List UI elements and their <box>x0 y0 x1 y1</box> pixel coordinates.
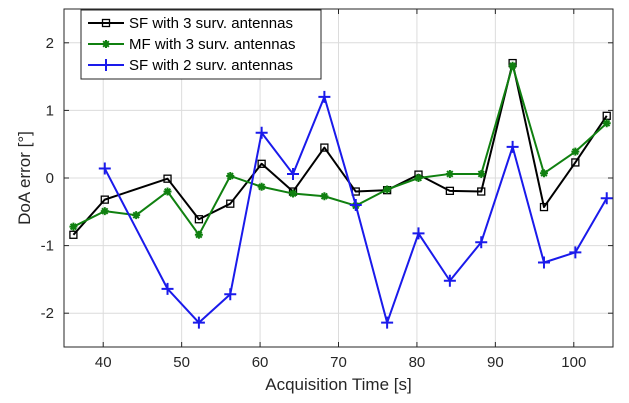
data-point-sf-2-0 <box>98 162 111 175</box>
legend-entry-sf-2: SF with 2 surv. antennas <box>88 57 293 74</box>
y-tick-label-2: 2 <box>46 35 54 52</box>
data-point-sf-3-0 <box>69 230 78 239</box>
series-sf-2 <box>98 90 613 329</box>
data-point-sf-3-5 <box>257 159 266 168</box>
x-tick-label-40: 40 <box>95 354 112 371</box>
series-line-sf-3 <box>72 62 608 236</box>
y-tick-label-neg1: -1 <box>41 238 54 255</box>
legend-marker-sf-3 <box>88 18 124 28</box>
data-point-mf-3-5-core <box>228 173 233 178</box>
data-point-mf-3-6-core <box>259 184 264 189</box>
data-point-sf-2-13 <box>537 256 550 269</box>
data-point-sf-2-8 <box>381 316 394 329</box>
data-point-sf-2-11 <box>475 236 488 249</box>
series-layer <box>69 58 613 329</box>
data-point-mf-3-0-core <box>71 224 76 229</box>
data-point-sf-3-1 <box>100 195 109 204</box>
data-point-sf-3-12 <box>477 187 486 196</box>
data-point-sf-2-7 <box>349 199 362 212</box>
y-tick-label-1: 1 <box>46 102 54 119</box>
data-point-mf-3-2-core <box>134 213 139 218</box>
y-tick-label-0: 0 <box>46 170 54 187</box>
x-tick-label-90: 90 <box>487 354 504 371</box>
data-point-mf-3-17-core <box>604 121 609 126</box>
legend-symbol-sf-3 <box>101 18 111 28</box>
x-tick-label-100: 100 <box>561 354 586 371</box>
data-point-sf-2-1 <box>161 282 174 295</box>
data-point-mf-3-10-core <box>385 187 390 192</box>
legend-symbol-sf-2 <box>100 59 112 71</box>
legend-label-mf-3: MF with 3 surv. antennas <box>129 36 295 53</box>
data-point-sf-3-4 <box>226 199 235 208</box>
data-point-mf-3-13-core <box>479 171 484 176</box>
data-point-mf-3-11-core <box>416 176 421 180</box>
data-point-mf-3-15-core <box>541 171 546 176</box>
data-point-sf-2-6 <box>318 90 331 103</box>
data-point-sf-2-10 <box>443 274 456 287</box>
series-line-mf-3 <box>72 64 608 236</box>
series-sf-3 <box>69 58 611 239</box>
data-point-mf-3-12-core <box>447 171 452 176</box>
data-point-sf-3-15 <box>571 158 580 167</box>
x-tick-label-70: 70 <box>330 354 347 371</box>
legend: SF with 3 surv. antennas MF with 3 surv.… <box>80 9 322 80</box>
legend-label-sf-3: SF with 3 surv. antennas <box>129 15 293 32</box>
data-point-sf-2-5 <box>287 167 300 180</box>
data-point-mf-3-14-core <box>510 63 515 68</box>
legend-marker-sf-2 <box>88 59 124 71</box>
y-tick-label-neg2: -2 <box>41 305 54 322</box>
x-tick-label-60: 60 <box>252 354 269 371</box>
data-point-mf-3-3-core <box>165 189 170 194</box>
data-point-mf-3-7-core <box>291 191 296 196</box>
data-point-sf-3-11 <box>445 186 455 195</box>
data-point-sf-2-15 <box>600 192 613 205</box>
data-point-sf-3-3 <box>194 215 204 224</box>
data-point-sf-2-14 <box>569 246 582 259</box>
data-point-sf-2-4 <box>255 126 268 139</box>
data-point-mf-3-4-core <box>196 232 201 237</box>
x-tick-label-50: 50 <box>173 354 190 371</box>
data-point-sf-2-2 <box>192 316 205 329</box>
data-point-sf-2-3 <box>224 288 237 301</box>
x-tick-label-80: 80 <box>409 354 426 371</box>
data-point-sf-2-12 <box>506 140 519 153</box>
y-axis-label: DoA error [°] <box>15 131 34 225</box>
legend-symbol-mf-3-core <box>104 42 108 46</box>
data-point-sf-2-9 <box>412 227 425 240</box>
tick-labels: 40 50 60 70 80 90 100 -2 -1 0 1 2 <box>41 9 613 371</box>
legend-marker-mf-3 <box>88 40 124 48</box>
data-point-mf-3-8-core <box>322 194 327 199</box>
data-point-sf-3-2 <box>163 174 172 183</box>
series-mf-3 <box>69 61 611 239</box>
x-axis-label: Acquisition Time [s] <box>265 375 411 394</box>
data-point-sf-3-14 <box>539 202 549 212</box>
legend-entry-mf-3: MF with 3 surv. antennas <box>88 36 295 53</box>
legend-label-sf-2: SF with 2 surv. antennas <box>129 57 293 74</box>
data-point-mf-3-16-core <box>573 149 578 154</box>
series-line-sf-2 <box>103 95 608 324</box>
legend-entry-sf-3: SF with 3 surv. antennas <box>88 15 293 32</box>
data-point-mf-3-1-core <box>102 209 107 214</box>
data-point-sf-3-7 <box>320 143 329 152</box>
